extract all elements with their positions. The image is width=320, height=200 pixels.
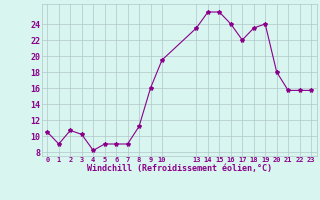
X-axis label: Windchill (Refroidissement éolien,°C): Windchill (Refroidissement éolien,°C) [87,164,272,173]
